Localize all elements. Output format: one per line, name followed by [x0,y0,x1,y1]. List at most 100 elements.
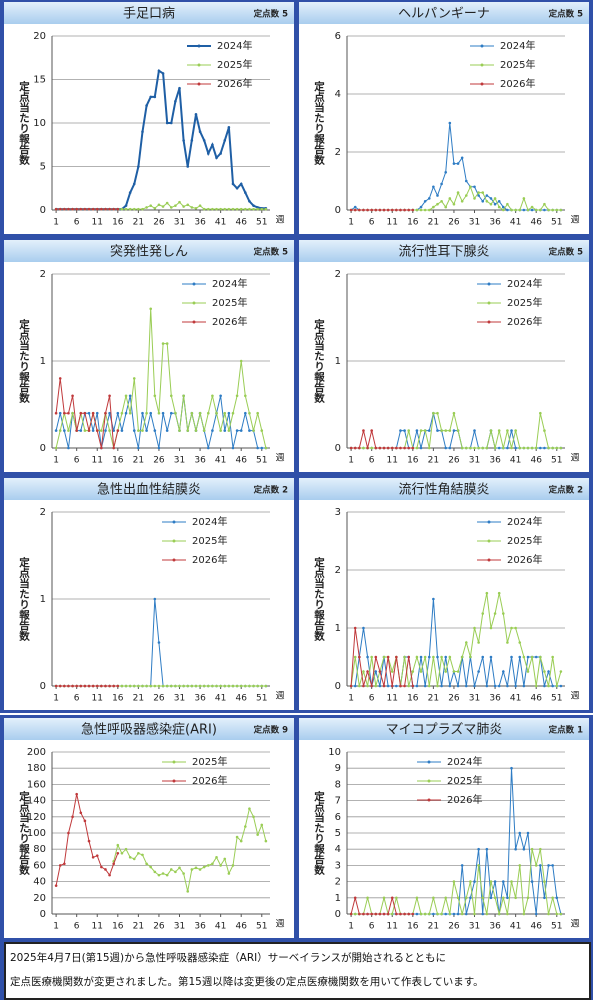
point [358,208,361,212]
point [555,446,559,450]
legend-marker [197,82,201,86]
x-tick-label: 31 [469,456,480,466]
x-tick-label: 46 [530,456,542,466]
y-axis-label: 定点当たり報告数 [313,790,325,876]
note: 2025年4月7日(第15週)から急性呼吸器感染症（ARI）サーベイランスが開始… [4,942,591,1000]
legend-marker [480,44,484,48]
point [157,684,161,688]
y-tick-label: 15 [33,75,46,86]
point [95,429,99,432]
point [137,207,140,211]
point [349,912,353,916]
point [460,156,464,160]
point [526,655,530,659]
x-tick-label: 36 [194,922,206,932]
point [186,203,190,207]
point [489,197,493,200]
point [526,896,530,900]
point [194,429,198,432]
point [137,851,140,855]
point [215,684,218,688]
point [378,670,382,673]
point [370,655,373,659]
point [190,868,194,871]
chart-subtitle: 定点数 5 [548,247,583,258]
y-tick-label: 4 [335,89,341,100]
x-tick-label: 21 [428,694,439,704]
point [358,684,361,688]
point [100,429,103,432]
point [510,880,513,883]
point [403,655,406,659]
point [63,862,66,866]
point [407,912,410,916]
x-tick-label: 41 [510,456,521,466]
x-tick-label: 1 [348,922,354,932]
y-tick-label: 1 [335,623,341,634]
y-tick-label: 6 [335,812,341,823]
legend-label: 2025年 [192,534,227,547]
chart-title: 流行性角結膜炎 [398,483,489,498]
point [432,912,435,916]
point [244,207,247,211]
x-tick-label: 26 [153,694,165,704]
point [390,446,394,450]
series-line [351,430,413,449]
x-tick-label: 31 [174,456,185,466]
y-tick-label: 140 [27,796,46,807]
legend-label: 2024年 [192,515,227,528]
x-tick-label: 16 [112,218,124,228]
point [145,104,148,107]
y-tick-label: 20 [33,31,46,42]
x-tick-label: 16 [112,922,124,932]
point [157,873,161,877]
point [395,208,398,212]
point [514,429,517,432]
point [559,670,563,673]
point [153,206,157,210]
point [551,446,554,450]
y-tick-label: 2 [335,877,341,888]
point [415,684,419,688]
point [444,205,448,209]
point [95,411,99,415]
point [83,819,87,823]
point [149,307,153,311]
point [452,202,456,206]
x-tick-label: 26 [153,218,165,228]
point [349,684,353,688]
point [248,207,251,211]
point [353,896,357,900]
x-tick-label: 11 [387,218,398,228]
point [211,143,214,147]
point [415,896,419,900]
point [423,912,427,916]
point [223,411,227,415]
x-tick-label: 36 [194,694,206,704]
point [514,684,517,688]
point [108,429,111,432]
point [207,864,210,867]
point [395,684,398,688]
x-tick-label: 6 [369,218,375,228]
point [223,139,227,142]
point [444,655,448,659]
point [235,835,239,839]
point [174,870,177,874]
legend-marker [172,539,176,543]
point [83,684,87,688]
point [124,207,128,211]
point [231,864,235,867]
point [87,839,91,843]
point [485,847,489,851]
x-tick-label: 36 [194,456,206,466]
point [551,208,554,212]
legend-label: 2024年 [507,277,542,290]
point [353,626,357,630]
point [239,182,243,186]
point [460,446,464,450]
point [423,429,427,432]
point [108,394,111,398]
point [157,69,161,73]
